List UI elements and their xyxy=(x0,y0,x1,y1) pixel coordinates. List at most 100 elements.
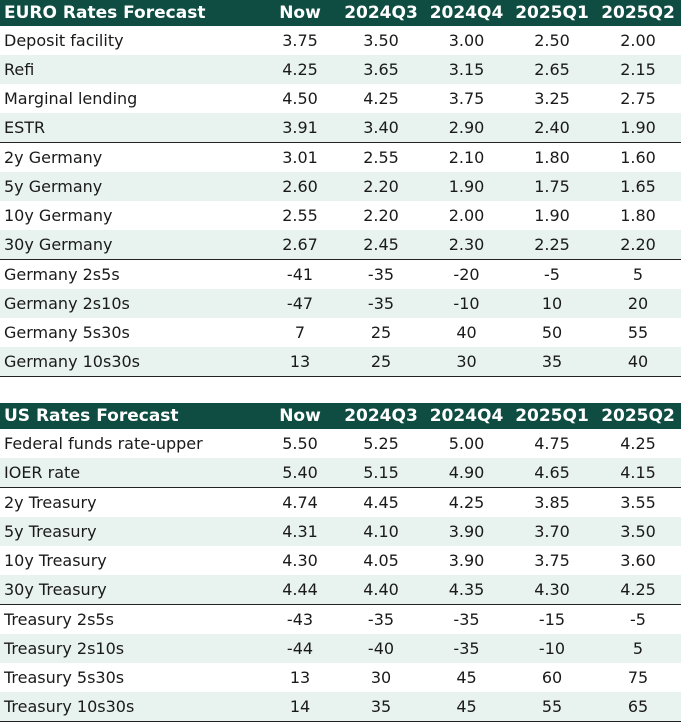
table-cell: 5.00 xyxy=(448,434,485,453)
table-cell: -35 xyxy=(338,259,424,289)
table-row: Treasury 2s5s -43 -35 -35 -15 -5 xyxy=(0,604,681,634)
euro-table-body: Deposit facility 3.75 3.50 3.00 2.50 2.00 Refi… xyxy=(0,26,681,377)
column-header: 2025Q1 xyxy=(515,3,589,23)
column-header: Now xyxy=(279,406,321,426)
table-row: Marginal lending 4.50 4.25 3.75 3.25 2.75 xyxy=(0,84,681,113)
table-cell: 3.90 xyxy=(448,551,485,570)
row-label: Germany 2s10s xyxy=(0,289,262,318)
table-cell: 2.65 xyxy=(509,55,595,84)
table-cell: 2.20 xyxy=(595,230,681,260)
table-cell: 4.25 xyxy=(424,487,509,517)
column-header: 2025Q1 xyxy=(515,406,589,426)
table-row: Treasury 5s30s 13 30 45 60 75 xyxy=(0,663,681,692)
table-cell: 4.25 xyxy=(363,89,399,108)
table-cell: 60 xyxy=(541,668,563,687)
table-cell: 4.50 xyxy=(282,89,318,108)
table-cell: 3.25 xyxy=(534,89,570,108)
table-row: 30y Germany 2.67 2.45 2.30 2.25 2.20 xyxy=(0,230,681,260)
table-cell: 45 xyxy=(424,692,509,722)
column-header: 2025Q2 xyxy=(601,3,675,23)
row-label: Treasury 2s5s xyxy=(0,604,262,634)
row-label: 2y Germany xyxy=(0,142,262,172)
row-label: ESTR xyxy=(0,113,262,143)
table-cell: 3.65 xyxy=(338,55,424,84)
table-row: 30y Treasury 4.44 4.40 4.35 4.30 4.25 xyxy=(0,575,681,605)
table-cell: 3.75 xyxy=(448,89,485,108)
euro-header-row: EURO Rates Forecast Now 2024Q3 2024Q4 2025Q1… xyxy=(0,0,681,26)
table-cell: 2.15 xyxy=(595,55,681,84)
table-cell: 25 xyxy=(338,347,424,377)
table-row: 10y Treasury 4.30 4.05 3.90 3.75 3.60 xyxy=(0,546,681,575)
row-label: 5y Treasury xyxy=(0,517,262,546)
table-row: 5y Germany 2.60 2.20 1.90 1.75 1.65 xyxy=(0,172,681,201)
table-cell: 3.90 xyxy=(424,517,509,546)
table-cell: -20 xyxy=(424,259,509,289)
table-row: 2y Treasury 4.74 4.45 4.25 3.85 3.55 xyxy=(0,487,681,517)
table-cell: 5.40 xyxy=(262,458,338,488)
euro-rates-table: EURO Rates Forecast Now 2024Q3 2024Q4 2025Q1… xyxy=(0,0,681,377)
table-cell: 2.67 xyxy=(262,230,338,260)
table-row: 5y Treasury 4.31 4.10 3.90 3.70 3.50 xyxy=(0,517,681,546)
table-cell: 50 xyxy=(541,323,563,342)
row-label: Deposit facility xyxy=(4,31,124,50)
table-cell: 1.75 xyxy=(509,172,595,201)
table-cell: 2.40 xyxy=(509,113,595,143)
table-row: Deposit facility 3.75 3.50 3.00 2.50 2.00 xyxy=(0,26,681,55)
row-label: Germany 2s5s xyxy=(0,259,262,289)
table-cell: 5.15 xyxy=(338,458,424,488)
column-header: Now xyxy=(279,3,321,23)
table-cell: 1.90 xyxy=(534,206,570,225)
table-cell: 7 xyxy=(294,323,306,342)
table-cell: 2.50 xyxy=(534,31,570,50)
table-cell: 2.20 xyxy=(338,172,424,201)
table-cell: 2.55 xyxy=(338,142,424,172)
column-header: 2025Q2 xyxy=(601,406,675,426)
row-label: 10y Treasury xyxy=(4,551,107,570)
table-row: Treasury 10s30s 14 35 45 55 65 xyxy=(0,692,681,722)
table-cell: 3.50 xyxy=(595,517,681,546)
table-cell: 30 xyxy=(370,668,392,687)
table-cell: 2.10 xyxy=(424,142,509,172)
table-cell: -10 xyxy=(424,289,509,318)
row-label: Refi xyxy=(0,55,262,84)
table-cell: 3.75 xyxy=(282,31,318,50)
row-label: IOER rate xyxy=(0,458,262,488)
column-header: 2024Q3 xyxy=(344,3,418,23)
table-row: Treasury 2s10s -44 -40 -35 -10 5 xyxy=(0,634,681,663)
table-cell: 2.30 xyxy=(424,230,509,260)
euro-table-title: EURO Rates Forecast xyxy=(4,3,206,23)
table-cell: -5 xyxy=(509,259,595,289)
table-cell: 4.25 xyxy=(262,55,338,84)
table-cell: -41 xyxy=(262,259,338,289)
table-cell: -47 xyxy=(262,289,338,318)
table-row: Federal funds rate-upper 5.50 5.25 5.00 4.75… xyxy=(0,429,681,458)
table-row: ESTR 3.91 3.40 2.90 2.40 1.90 xyxy=(0,113,681,143)
table-cell: 5 xyxy=(595,259,681,289)
table-cell: 13 xyxy=(289,668,311,687)
table-cell: 1.90 xyxy=(424,172,509,201)
table-cell: -44 xyxy=(262,634,338,663)
table-cell: 3.85 xyxy=(509,487,595,517)
us-header-row: US Rates Forecast Now 2024Q3 2024Q4 2025Q1 20… xyxy=(0,403,681,429)
table-cell: -35 xyxy=(338,604,424,634)
table-row: Germany 10s30s 13 25 30 35 40 xyxy=(0,347,681,377)
table-row: Germany 5s30s 7 25 40 50 55 xyxy=(0,318,681,347)
table-cell: 3.50 xyxy=(363,31,399,50)
table-cell: -35 xyxy=(338,289,424,318)
table-cell: -10 xyxy=(509,634,595,663)
table-cell: 40 xyxy=(456,323,477,342)
table-cell: 65 xyxy=(595,692,681,722)
column-header: 2024Q4 xyxy=(429,406,504,426)
table-cell: -35 xyxy=(424,604,509,634)
table-cell: 2.00 xyxy=(448,206,485,225)
table-cell: 3.55 xyxy=(595,487,681,517)
table-cell: 3.75 xyxy=(534,551,570,570)
table-cell: 45 xyxy=(456,668,477,687)
table-cell: 14 xyxy=(262,692,338,722)
table-cell: 1.90 xyxy=(595,113,681,143)
table-cell: 13 xyxy=(262,347,338,377)
table-cell: 4.40 xyxy=(338,575,424,605)
table-cell: 1.80 xyxy=(620,206,656,225)
column-header: 2024Q4 xyxy=(429,3,504,23)
table-cell: 3.01 xyxy=(262,142,338,172)
